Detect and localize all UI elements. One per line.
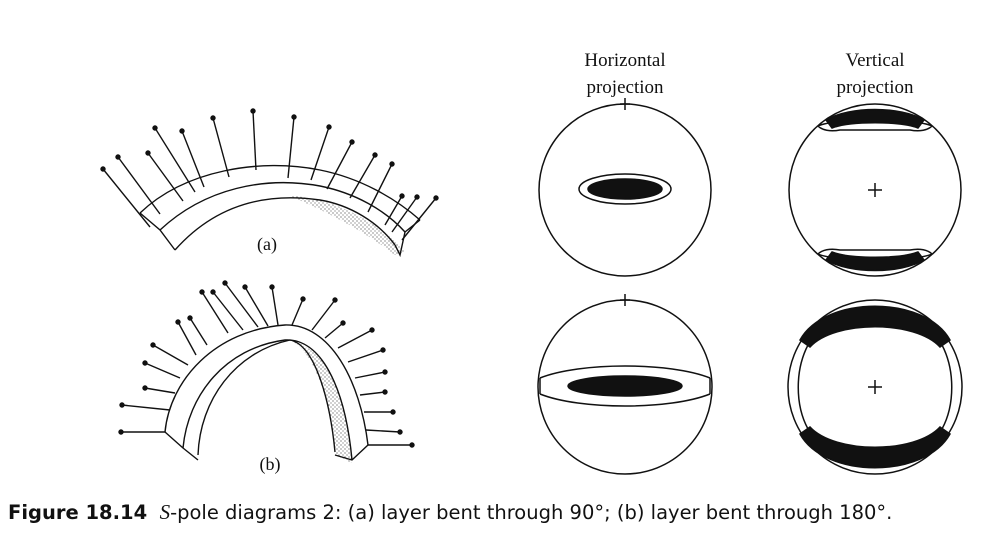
- vertical-projection-b: [787, 299, 963, 475]
- vertical-projection-a: [788, 103, 962, 277]
- pole-band-fill: [567, 375, 683, 397]
- projection-circle: [787, 299, 963, 475]
- bottom-band-fill: [799, 426, 951, 469]
- caption-s-letter: S: [159, 500, 171, 524]
- layer-a-normals: [100, 108, 439, 241]
- bottom-crescent-fill: [824, 251, 926, 272]
- vertical-projection-header: Vertical projection: [836, 50, 914, 98]
- center-tick-mark: [620, 98, 630, 110]
- horizontal-projection-a: [538, 98, 712, 277]
- panel-label-b: (b): [260, 454, 281, 475]
- layer-bent-90-drawing: [100, 108, 439, 258]
- layer-b-normals: [118, 280, 415, 448]
- layer-b-upper-inner-surface: [182, 339, 353, 461]
- layer-b-stipple-face: [290, 340, 352, 463]
- layer-a-upper-inner-surface: [159, 181, 406, 233]
- center-tick-mark: [620, 294, 630, 306]
- figure-caption: Figure 18.14 S-pole diagrams 2: (a) laye…: [8, 500, 998, 525]
- layer-b-right-end: [334, 444, 369, 461]
- pole-zone-fill: [587, 178, 663, 200]
- layer-b-lower-inner-surface: [197, 339, 336, 456]
- top-crescent-fill: [824, 108, 926, 129]
- figure-number: Figure 18.14: [8, 501, 148, 524]
- center-plus: [868, 380, 882, 394]
- layer-a-outer-surface: [139, 164, 421, 221]
- pole-band-outline: [539, 365, 711, 407]
- horizontal-projection-b: [537, 294, 713, 475]
- layer-b-outer-surface: [164, 324, 369, 446]
- layer-a-lower-inner-surface: [174, 197, 396, 251]
- vertical-header-line2: projection: [836, 77, 914, 98]
- horizontal-projection-header: Horizontal projection: [584, 50, 665, 98]
- layer-b-left-end: [164, 431, 199, 461]
- layer-a-stipple-face: [290, 196, 405, 255]
- center-plus: [868, 183, 882, 197]
- panel-label-a: (a): [257, 234, 277, 255]
- layer-a-left-end: [139, 212, 176, 251]
- vertical-header-line1: Vertical: [845, 50, 904, 71]
- figure-drawing: Horizontal projection Vertical projectio…: [100, 50, 963, 475]
- caption-text: -pole diagrams 2: (a) layer bent through…: [170, 501, 893, 524]
- horizontal-header-line2: projection: [586, 77, 664, 98]
- pole-zone-outline: [578, 173, 672, 205]
- layer-bent-180-drawing: [118, 280, 415, 463]
- top-band-fill: [799, 305, 951, 348]
- projection-circle: [788, 103, 962, 277]
- horizontal-header-line1: Horizontal: [584, 50, 665, 71]
